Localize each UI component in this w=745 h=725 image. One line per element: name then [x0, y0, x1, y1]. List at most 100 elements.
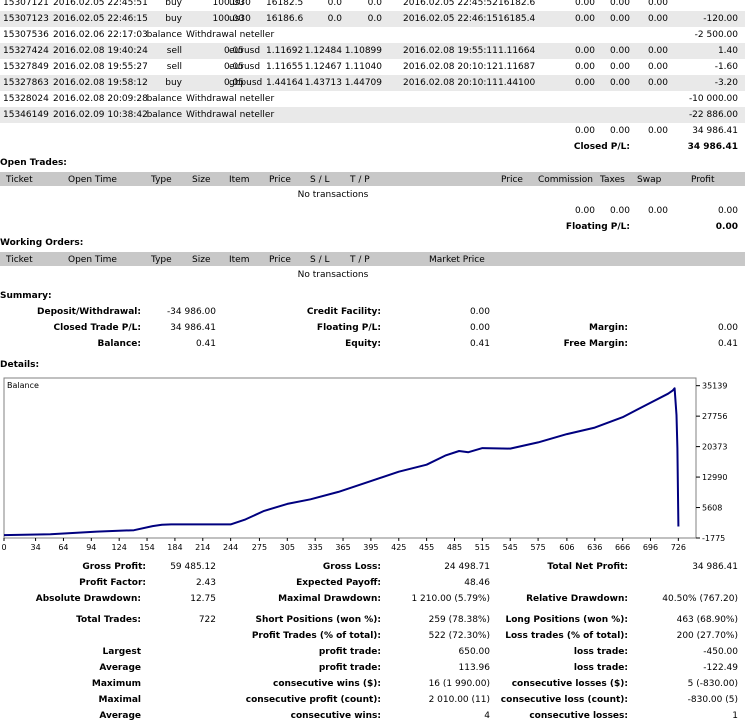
- table-row: 15307123 2016.02.05 22:46:15 buy 100.00 us30…: [0, 11, 745, 27]
- loss-trades-value: 200 (27.70%): [676, 631, 738, 641]
- col-size: Size: [192, 175, 211, 185]
- cell-sl: 1.43713: [304, 78, 342, 88]
- cell-item: eurusd: [229, 62, 261, 72]
- cell-price: 16186.6: [266, 14, 304, 24]
- cell-size: Withdrawal neteller: [186, 94, 275, 104]
- col-sl: S / L: [310, 255, 330, 265]
- avg-consecutive-losses-label: consecutive losses:: [529, 711, 628, 721]
- cell-swap: 0.00: [647, 0, 668, 8]
- table-row: 15328024 2016.02.08 20:09:28 balance Withdr…: [0, 91, 745, 107]
- working-orders-title: Working Orders:: [0, 238, 84, 248]
- avg-consecutive-losses-value: 1: [732, 711, 738, 721]
- summary-title: Summary:: [0, 291, 52, 301]
- deposit-label: Deposit/Withdrawal:: [37, 307, 141, 317]
- cell-price: 1.11692: [266, 46, 304, 56]
- expected-payoff-value: 48.46: [464, 578, 490, 588]
- maximal-consecutive-loss-label: consecutive loss (count):: [500, 695, 628, 705]
- cell-size: Withdrawal neteller: [186, 30, 275, 40]
- balance-line: [3, 387, 680, 537]
- margin-value: 0.00: [717, 323, 738, 333]
- cell-commission: 0.00: [574, 14, 595, 24]
- open-taxes-total: 0.00: [609, 206, 630, 216]
- x-tick-label: 0: [1, 543, 6, 552]
- maximal-consecutive-loss-value: -830.00 (5): [687, 695, 738, 705]
- closed-pl-label: Closed P/L:: [573, 142, 630, 152]
- cell-close-time: 2016.02.08 20:10:11: [403, 78, 498, 88]
- largest-loss-trade-value: -450.00: [703, 647, 738, 657]
- col-ticket: Ticket: [6, 255, 33, 265]
- total-trades-value: 722: [198, 615, 216, 625]
- x-tick-label: 395: [363, 543, 378, 552]
- cell-ticket: 15307536: [3, 30, 49, 40]
- y-tick-label: 12990: [702, 473, 727, 482]
- col-tp: T / P: [350, 175, 370, 185]
- x-tick-label: 606: [559, 543, 574, 552]
- cell-size: 100.00: [212, 0, 245, 8]
- free-margin-label: Free Margin:: [563, 339, 628, 349]
- average-profit-trade-label: profit trade:: [318, 663, 381, 673]
- x-tick-label: 94: [86, 543, 96, 552]
- maximal-label: Maximal: [98, 695, 141, 705]
- gross-profit-value: 59 485.12: [170, 562, 216, 572]
- cell-price: 1.44164: [266, 78, 304, 88]
- cell-type: buy: [165, 78, 182, 88]
- x-tick-label: 244: [223, 543, 238, 552]
- col-profit: Profit: [691, 175, 715, 185]
- col-open-time: Open Time: [68, 175, 117, 185]
- details-title: Details:: [0, 360, 40, 370]
- maximal-consecutive-profit-value: 2 010.00 (11): [428, 695, 490, 705]
- cell-ticket: 15327863: [3, 78, 49, 88]
- cell-taxes: 0.00: [609, 78, 630, 88]
- cell-open-time: 2016.02.08 19:55:27: [53, 62, 148, 72]
- x-tick-label: 455: [419, 543, 434, 552]
- cell-taxes: 0.00: [609, 46, 630, 56]
- cell-taxes: 0.00: [609, 62, 630, 72]
- cell-close-price: 1.44100: [498, 78, 536, 88]
- cell-close-price: 1.11687: [498, 62, 536, 72]
- total-net-label: Total Net Profit:: [547, 562, 628, 572]
- x-tick-label: 726: [671, 543, 686, 552]
- cell-close-time: 2016.02.05 22:45:52: [403, 0, 498, 8]
- loss-trades-label: Loss trades (% of total):: [505, 631, 628, 641]
- average-consecutive-label: Average: [99, 711, 141, 721]
- x-tick-label: 515: [475, 543, 490, 552]
- x-tick-label: 485: [447, 543, 462, 552]
- cell-size: 0.05: [223, 46, 244, 56]
- x-tick-label: 335: [308, 543, 323, 552]
- cell-profit: -1.60: [714, 62, 738, 72]
- cell-size: 0.05: [223, 62, 244, 72]
- abs-drawdown-label: Absolute Drawdown:: [35, 594, 141, 604]
- table-row: 15307121 2016.02.05 22:45:51 buy 100.00 us30…: [0, 0, 745, 11]
- cell-close-time: 2016.02.08 19:55:11: [403, 46, 498, 56]
- open-trades-title: Open Trades:: [0, 158, 67, 168]
- total-net-value: 34 986.41: [692, 562, 738, 572]
- cell-tp: 1.44709: [344, 78, 382, 88]
- x-tick-label: 545: [503, 543, 518, 552]
- x-tick-label: 124: [112, 543, 127, 552]
- cell-ticket: 15328024: [3, 94, 49, 104]
- cell-sl: 1.12467: [304, 62, 342, 72]
- cell-price: 1.11655: [266, 62, 304, 72]
- margin-label: Margin:: [588, 323, 628, 333]
- credit-label: Credit Facility:: [306, 307, 381, 317]
- cell-close-price: 1.11664: [498, 46, 536, 56]
- max-drawdown-value: 1 210.00 (5.79%): [411, 594, 490, 604]
- expected-payoff-label: Expected Payoff:: [296, 578, 381, 588]
- profit-factor-value: 2.43: [195, 578, 216, 588]
- x-tick-label: 275: [252, 543, 267, 552]
- average-label: Average: [99, 663, 141, 673]
- col-tp: T / P: [350, 255, 370, 265]
- cell-close-time: 2016.02.05 22:46:15: [403, 14, 498, 24]
- col-commission: Commission: [538, 175, 593, 185]
- working-orders-empty: No transactions: [297, 270, 369, 280]
- cell-ticket: 15307121: [3, 0, 49, 8]
- col-swap: Swap: [637, 175, 662, 185]
- x-tick-label: 425: [391, 543, 406, 552]
- col-sl: S / L: [310, 175, 330, 185]
- x-tick-label: 34: [30, 543, 40, 552]
- cell-open-time: 2016.02.08 19:40:24: [53, 46, 148, 56]
- credit-value: 0.00: [469, 307, 490, 317]
- cell-type: buy: [165, 14, 182, 24]
- plot-area: [3, 377, 697, 539]
- cell-open-time: 2016.02.05 22:46:15: [53, 14, 148, 24]
